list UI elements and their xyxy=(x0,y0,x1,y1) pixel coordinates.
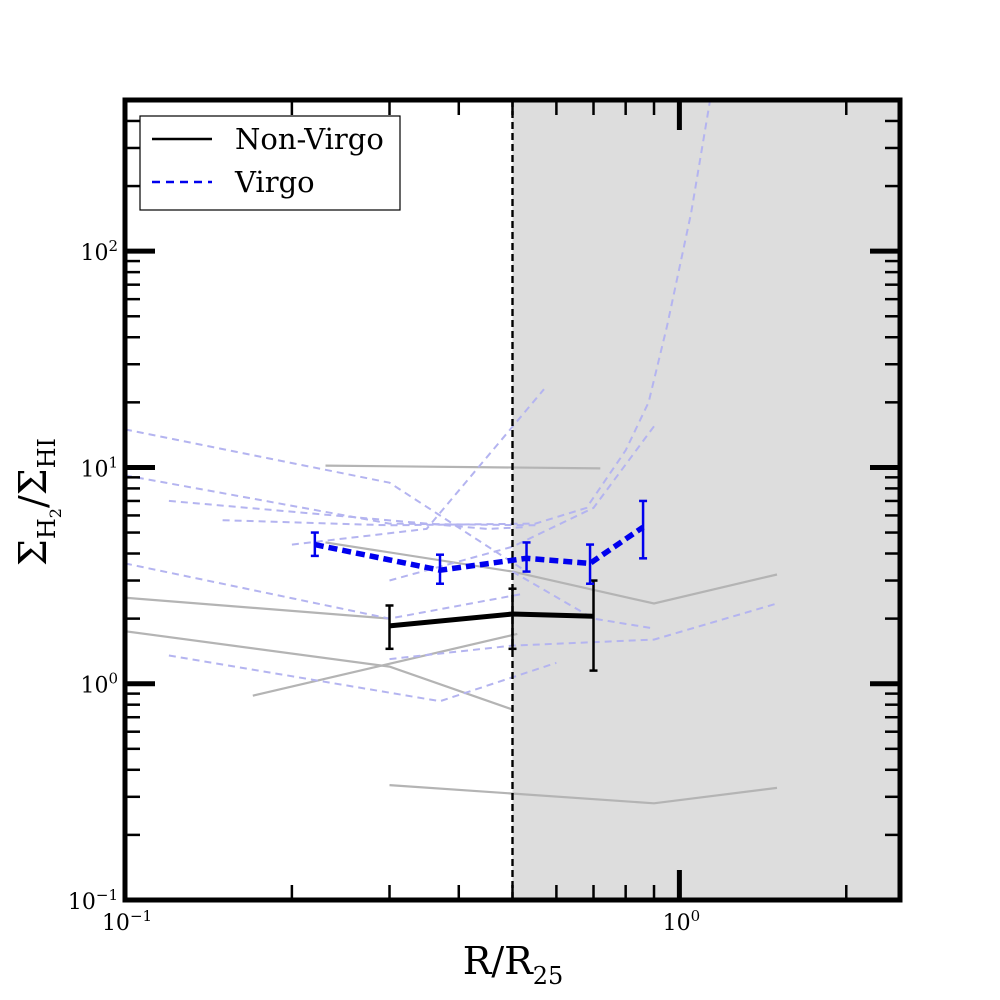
virgo-track-3 xyxy=(291,388,545,546)
legend: Non-Virgo Virgo xyxy=(139,115,401,211)
legend-label-virgo: Virgo xyxy=(234,165,315,199)
virgo-track-4 xyxy=(222,100,712,527)
non-virgo-track-3 xyxy=(125,630,513,711)
tick-labels: 10−1 100 10−1 100 101 102 xyxy=(68,237,700,936)
virgo-track-8 xyxy=(389,602,778,661)
data-layer xyxy=(125,100,778,900)
virgo-track-7 xyxy=(511,570,655,630)
y-tick-label: 101 xyxy=(80,453,118,482)
non-virgo-track-4 xyxy=(252,632,518,697)
axes-frame xyxy=(122,97,903,903)
y-axis-label: ΣH2/ΣHI xyxy=(11,438,65,566)
y-tick-label: 10−1 xyxy=(68,886,118,915)
legend-label-non-virgo: Non-Virgo xyxy=(235,122,384,156)
x-tick-label: 10−1 xyxy=(102,907,152,936)
x-axis-label: R/R25 xyxy=(463,939,564,990)
shaded-region xyxy=(512,100,900,900)
virgo-track-0 xyxy=(125,428,528,573)
non-virgo-track-1 xyxy=(325,541,778,605)
non-virgo-track-2 xyxy=(125,596,390,620)
non-virgo-track-0 xyxy=(325,464,601,470)
legend-box xyxy=(139,115,401,211)
virgo-track-6 xyxy=(389,425,655,582)
non-virgo-track-5 xyxy=(389,784,778,805)
y-tick-label: 100 xyxy=(80,670,118,699)
y-tick-label: 102 xyxy=(80,237,118,266)
x-tick-label: 100 xyxy=(663,907,701,936)
